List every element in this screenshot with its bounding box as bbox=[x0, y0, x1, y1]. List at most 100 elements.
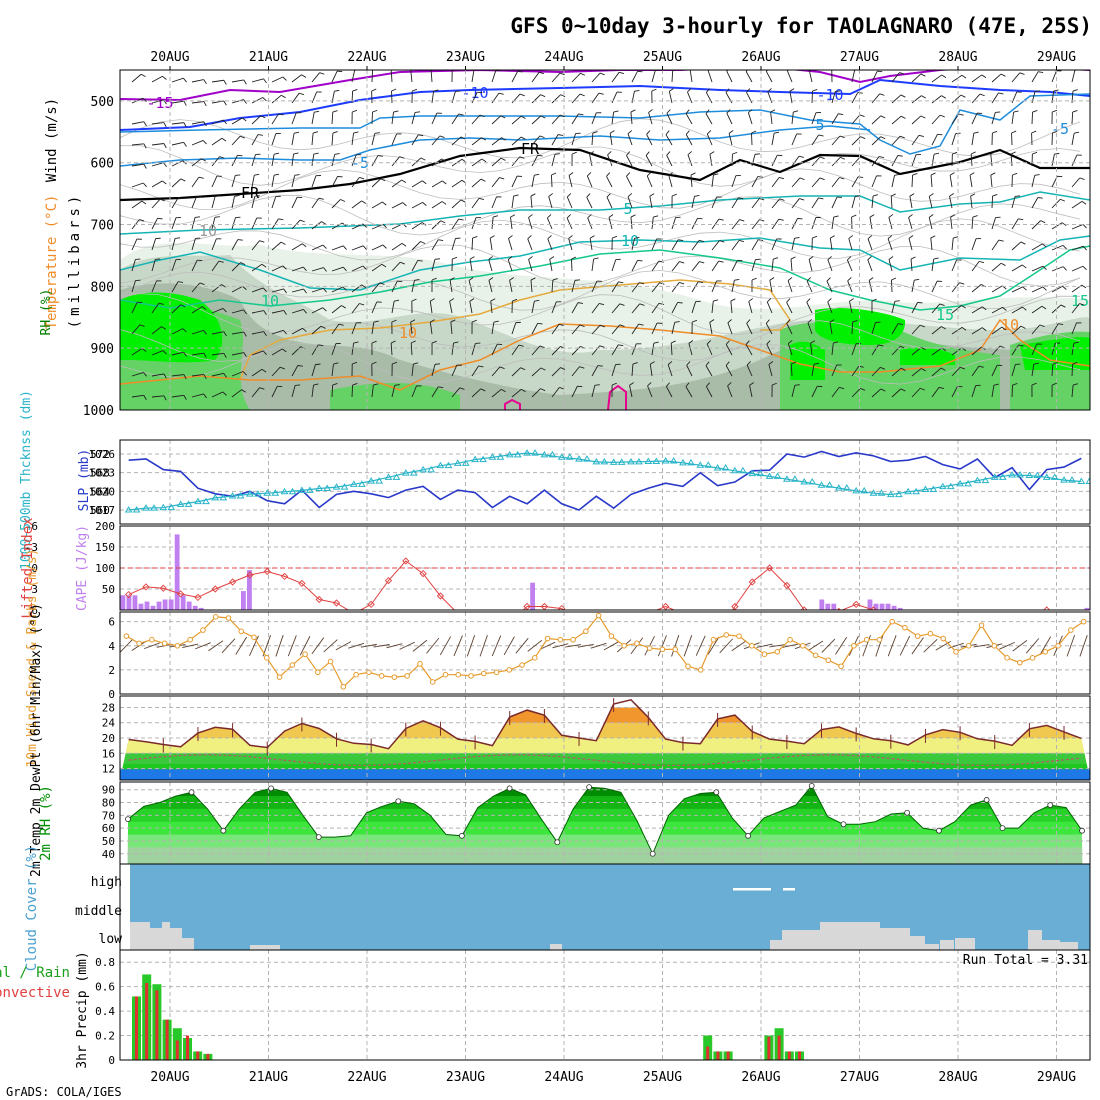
wind-barb bbox=[951, 259, 957, 272]
wind-barb-flag bbox=[332, 131, 338, 134]
li-point bbox=[280, 572, 289, 581]
cloud-low-block bbox=[925, 944, 939, 950]
wind10m-barb bbox=[948, 642, 964, 649]
wind-barb bbox=[251, 217, 258, 230]
wind10m-barb bbox=[911, 637, 924, 655]
wind-barb-flag bbox=[626, 151, 631, 156]
wind-barb bbox=[751, 154, 756, 167]
wind-barb bbox=[930, 238, 933, 251]
wind-barb-flag bbox=[812, 235, 818, 239]
wind-barb bbox=[671, 322, 676, 335]
wind-barb bbox=[551, 301, 557, 314]
wind-barb bbox=[931, 95, 942, 104]
wind10m-point bbox=[136, 640, 142, 647]
temperature-contour-5 bbox=[120, 191, 1090, 235]
wind-barb bbox=[951, 327, 963, 335]
rh2m-tick-label: 90 bbox=[102, 784, 115, 797]
wind-barb-flag bbox=[223, 100, 227, 106]
wind10m-point bbox=[583, 628, 589, 635]
wind-barb bbox=[705, 113, 713, 125]
date-label-top: 29AUG bbox=[1037, 50, 1076, 65]
wind-barb-flag bbox=[999, 345, 1005, 349]
wind-barb-flag bbox=[679, 281, 685, 285]
wind-barb bbox=[751, 132, 753, 146]
wind-barb bbox=[271, 175, 275, 188]
pressure-tick-label: 900 bbox=[91, 342, 114, 357]
wind-barb-flag bbox=[952, 151, 958, 155]
wind10m-barb bbox=[249, 635, 259, 656]
wind-barb-flag bbox=[548, 193, 553, 197]
wind-barb bbox=[871, 115, 882, 125]
thickness-point bbox=[246, 490, 254, 497]
wind-barb-flag bbox=[589, 151, 594, 155]
wind-barb bbox=[971, 133, 975, 146]
wind-barb-flag bbox=[442, 180, 447, 185]
precip-tick-label: 0.8 bbox=[95, 956, 115, 969]
wind-barb-flag bbox=[960, 366, 965, 370]
wind-barb bbox=[769, 280, 773, 293]
wind-barb-flag bbox=[302, 266, 307, 272]
wind-barb-flag bbox=[587, 214, 592, 219]
wind-barb bbox=[1011, 218, 1019, 230]
wind-barb-flag bbox=[517, 70, 523, 73]
wind10m-barb bbox=[386, 643, 403, 649]
wind-barb-flag bbox=[659, 282, 665, 285]
wind-barb-flag bbox=[381, 263, 387, 268]
wind-barb-flag bbox=[806, 277, 811, 282]
cape-bar bbox=[1084, 607, 1090, 610]
thickness-point bbox=[600, 457, 609, 465]
wind10m-point bbox=[391, 674, 398, 680]
rh-contour bbox=[120, 218, 1081, 261]
wind-barb-flag bbox=[941, 74, 947, 79]
wind-barb bbox=[211, 372, 224, 377]
wind-barb bbox=[871, 156, 880, 167]
wind-barb-flag bbox=[981, 306, 987, 311]
wind-barb-flag bbox=[787, 277, 793, 281]
wind-barb bbox=[951, 366, 961, 377]
thickness-point bbox=[488, 453, 497, 460]
wind-barb bbox=[351, 303, 360, 314]
wind-barb bbox=[531, 388, 541, 398]
wind-barb bbox=[751, 198, 760, 209]
thickness-point bbox=[1016, 471, 1024, 478]
rh2m-axis-label: 2m RH (%) bbox=[38, 785, 54, 861]
wind-barb bbox=[691, 261, 700, 272]
wind-barb-flag bbox=[379, 282, 385, 285]
wind-barb bbox=[371, 133, 376, 146]
wind10m-point bbox=[621, 642, 627, 649]
temperature-contour-2 bbox=[120, 93, 1090, 155]
wind10m-point bbox=[953, 648, 959, 655]
wind-barb-flag bbox=[726, 109, 731, 114]
wind-barb-flag bbox=[918, 134, 924, 137]
wind-barb bbox=[691, 240, 700, 251]
thickness-point bbox=[713, 464, 722, 471]
wind-barb bbox=[649, 364, 653, 377]
wind-barb-flag bbox=[283, 329, 287, 335]
wind-barb-flag bbox=[748, 109, 753, 113]
thickness-point bbox=[392, 473, 401, 480]
wind-barb bbox=[991, 195, 994, 209]
wind-barb-flag bbox=[362, 265, 367, 270]
li-point bbox=[940, 614, 946, 620]
wind-barb-flag bbox=[827, 256, 832, 261]
panel-frame bbox=[119, 69, 1091, 411]
wind-barb-flag bbox=[340, 199, 346, 202]
wind-barb-flag bbox=[480, 178, 486, 182]
wind-barb-flag bbox=[332, 110, 338, 113]
wind10m-point bbox=[825, 657, 832, 664]
wind10m-tick-label: 4 bbox=[108, 640, 115, 653]
temp2m-tick-label: 16 bbox=[102, 747, 115, 760]
wind-barb bbox=[1071, 385, 1074, 398]
wind-barb bbox=[291, 266, 304, 272]
wind-barb bbox=[651, 322, 658, 335]
wind-barb bbox=[951, 305, 962, 314]
wind-barb bbox=[1071, 70, 1076, 83]
thickness-point bbox=[904, 487, 913, 495]
wind-barb-flag bbox=[530, 277, 536, 281]
wind-barb bbox=[507, 259, 513, 272]
thickness-point bbox=[409, 469, 418, 476]
cloud-low-block bbox=[182, 938, 194, 950]
